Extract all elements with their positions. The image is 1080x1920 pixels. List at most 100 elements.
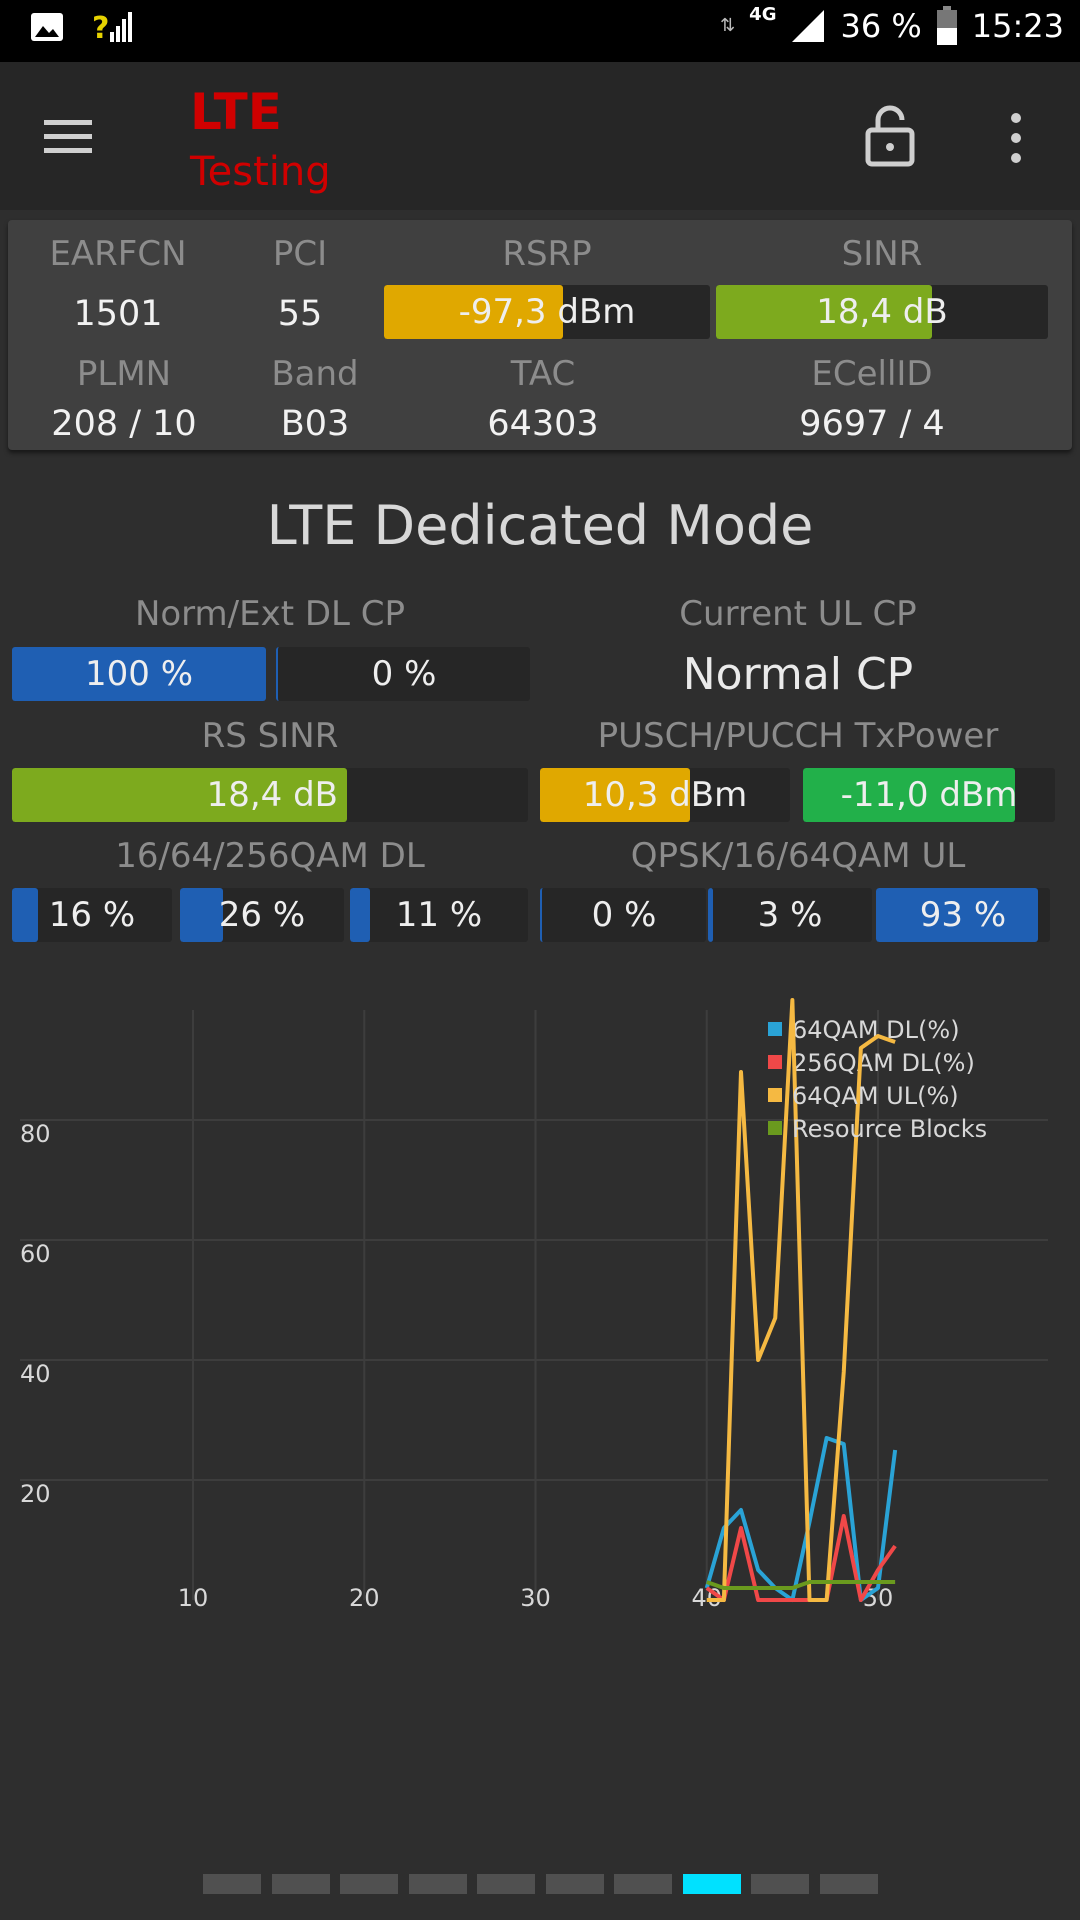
legend-label: 64QAM UL(%) [792,1082,959,1110]
ul-cp-value: Normal CP [682,649,914,700]
tac-value: 64303 [487,404,599,444]
legend-swatch [768,1055,782,1069]
sinr-label: SINR [841,234,923,274]
plmn-value: 208 / 10 [51,404,197,444]
pusch-value: 10,3 dBm [582,775,748,815]
page-dot[interactable] [614,1874,672,1894]
ul-cp-label: Current UL CP [679,594,917,634]
status-bar: ? ⇅ 4G 36 % 15:23 [0,0,1080,62]
legend-swatch [768,1088,782,1102]
rsrp-bar: -97,3 dBm [384,285,710,339]
legend-label: Resource Blocks [792,1115,987,1143]
qam16-dl-fill [12,888,38,942]
legend-swatch [768,1121,782,1135]
qpsk-ul-value: 0 % [591,895,657,935]
x-tick-label: 20 [349,1584,380,1612]
rs-sinr-label: RS SINR [201,716,339,756]
qam64-dl-fill [180,888,223,942]
ecellid-value: 9697 / 4 [799,404,945,444]
page-dot[interactable] [271,1874,330,1894]
qam256-dl-fill [350,888,370,942]
menu-button[interactable] [40,112,96,162]
rsrp-label: RSRP [502,234,592,274]
legend-label: 256QAM DL(%) [792,1049,975,1077]
app-subtitle: Testing [190,149,331,195]
data-activity-icon: ⇅ [720,15,736,36]
rs-sinr-value: 18,4 dB [206,775,338,815]
battery-percent: 36 % [840,7,922,45]
clock: 15:23 [971,7,1064,45]
app-title: LTE [190,83,282,141]
series-line-2 [705,1514,897,1602]
band-value: B03 [280,404,350,444]
battery-icon [936,6,957,45]
overflow-menu-button[interactable] [1000,110,1032,166]
sinr-bar-fill [716,285,932,339]
dl-cp-normal-bar: 100 % [12,647,266,701]
y-tick-label: 80 [20,1120,51,1148]
plmn-label: PLMN [76,354,172,394]
sinr-bar: 18,4 dB [716,285,1048,339]
pusch-bar-fill [540,768,690,822]
qam16-dl-bar: 16 % [12,888,172,942]
app-bar [0,62,1080,210]
page-indicator [0,1874,1080,1896]
page-dot[interactable] [751,1874,809,1894]
pci-label: PCI [272,234,328,274]
network-type: 4G [749,3,777,25]
lock-button[interactable] [862,104,918,168]
earfcn-label: EARFCN [49,234,187,274]
page-dot[interactable] [477,1874,535,1894]
dl-cp-label: Norm/Ext DL CP [134,594,406,634]
txpower-label: PUSCH/PUCCH TxPower [597,716,999,756]
rs-sinr-bar-fill [12,768,348,822]
qam16-ul-fill [708,888,713,942]
series-line-4 [706,1580,896,1590]
y-tick-label: 40 [20,1360,51,1388]
dl-cp-extended-value: 0 % [371,654,437,694]
dl-cp-normal-value: 100 % [84,654,193,694]
y-tick-label: 20 [20,1480,51,1508]
svg-text:?: ? [92,11,109,44]
qam64-dl-value: 26 % [218,895,306,935]
qam64-dl-bar: 26 % [180,888,344,942]
gallery-notification-icon [31,13,63,41]
more-vert-icon [1011,113,1021,163]
pucch-bar-fill [803,768,1015,822]
legend-swatch [768,1022,782,1036]
unlock-icon [865,105,915,167]
qam16-dl-value: 16 % [48,895,136,935]
qam256-dl-bar: 11 % [350,888,528,942]
page-dot-active[interactable] [682,1874,741,1894]
qam-ul-label: QPSK/16/64QAM UL [630,836,966,876]
rsrp-value: -97,3 dBm [458,292,636,332]
page-dot[interactable] [340,1874,398,1894]
pusch-bar: 10,3 dBm [540,768,790,822]
x-tick-label: 10 [178,1584,209,1612]
page-dot[interactable] [819,1874,878,1894]
series-line-1 [704,1436,898,1602]
section-title: LTE Dedicated Mode [266,494,814,557]
rsrp-bar-fill [384,285,564,339]
pucch-value: -11,0 dBm [840,775,1018,815]
ecellid-label: ECellID [811,354,933,394]
earfcn-value: 1501 [73,294,163,334]
rs-sinr-bar: 18,4 dB [12,768,528,822]
qam-dl-label: 16/64/256QAM DL [115,836,425,876]
qam64-ul-value: 93 % [919,895,1007,935]
cell-signal-icon [792,10,825,42]
qam256-dl-value: 11 % [395,895,483,935]
dl-cp-extended-bar: 0 % [276,647,530,701]
signal-no-sim-icon: ? [92,11,132,44]
hamburger-icon [44,120,92,153]
sinr-value: 18,4 dB [816,292,948,332]
page-dot[interactable] [408,1874,467,1894]
qam64-ul-fill [876,888,1038,942]
qpsk-ul-bar: 0 % [540,888,706,942]
x-tick-label: 30 [520,1584,551,1612]
qam64-ul-bar: 93 % [876,888,1050,942]
pucch-bar: -11,0 dBm [803,768,1055,822]
page-dot[interactable] [203,1874,261,1894]
page-dot[interactable] [545,1874,604,1894]
